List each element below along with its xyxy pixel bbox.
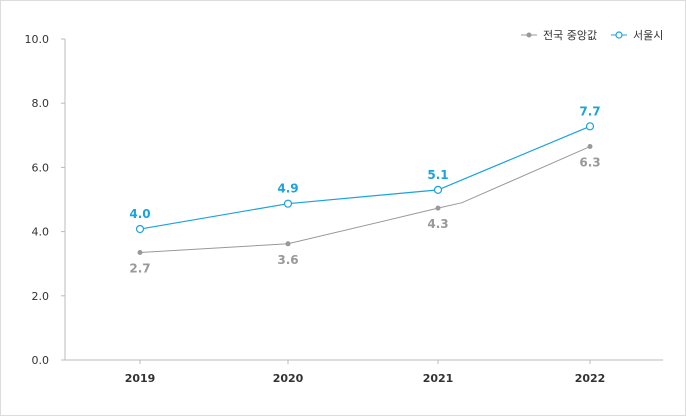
legend-item-2: 서울시	[611, 29, 663, 42]
data-point	[587, 144, 593, 150]
data-label: 4.3	[427, 217, 448, 231]
y-tick-label: 8.0	[32, 97, 50, 110]
series-line	[139, 146, 591, 253]
series-2: 4.0 4.9 5.1 7.7	[129, 104, 601, 234]
data-label: 5.1	[427, 168, 448, 182]
x-tick-label: 2020	[273, 372, 304, 385]
legend-marker	[526, 32, 532, 38]
y-tick-label: 0.0	[32, 354, 50, 367]
data-point	[585, 122, 595, 131]
y-tick-label: 10.0	[25, 33, 50, 46]
axes: 0.0 2.0 4.0 6.0 8.0 10.0 2019 2020 2021 2022	[25, 33, 663, 385]
data-label: 4.0	[129, 207, 150, 221]
x-tick-label: 2019	[125, 372, 156, 385]
series-1: 2.7 3.6 4.3 6.3	[129, 144, 601, 275]
data-point	[285, 241, 291, 247]
data-label: 6.3	[579, 156, 600, 170]
legend-marker	[615, 31, 623, 39]
series-layer: 2.7 3.6 4.3 6.3 4.0 4.9 5.1 7.7	[129, 104, 600, 275]
series-line	[139, 125, 591, 230]
x-tick-label: 2021	[423, 372, 454, 385]
legend-item-1: 전국 중앙값	[521, 29, 597, 42]
data-label: 4.9	[277, 182, 298, 196]
data-label: 7.7	[579, 104, 600, 118]
data-point	[283, 199, 293, 208]
y-tick-label: 4.0	[32, 226, 50, 239]
y-tick-label: 2.0	[32, 290, 50, 303]
data-point	[137, 249, 143, 255]
y-tick-label: 6.0	[32, 161, 50, 174]
legend: 전국 중앙값 서울시	[521, 29, 663, 42]
data-point	[433, 185, 443, 194]
data-label: 3.6	[277, 253, 298, 267]
legend-label: 서울시	[633, 29, 663, 42]
data-point	[135, 224, 145, 234]
data-label: 2.7	[129, 261, 150, 275]
data-point	[435, 205, 441, 211]
x-tick-label: 2022	[575, 372, 606, 385]
legend-label: 전국 중앙값	[543, 29, 597, 42]
